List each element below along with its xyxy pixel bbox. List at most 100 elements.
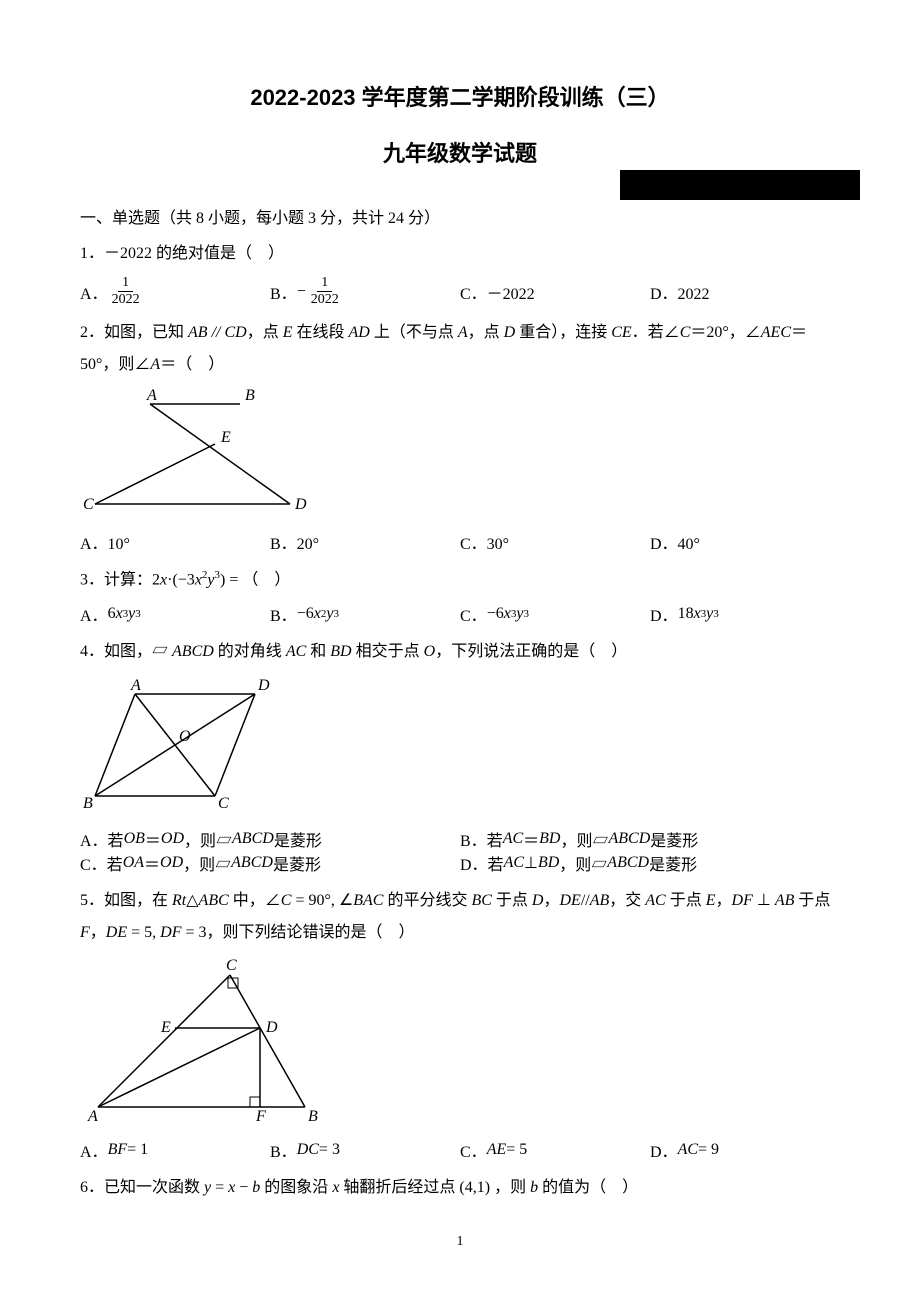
math: = 3 bbox=[319, 1141, 340, 1159]
text: A．若 bbox=[80, 827, 124, 851]
q1-options: A． 1 2022 B． − 1 2022 C．－2022 D．2022 bbox=[80, 276, 840, 307]
frac-den: 2022 bbox=[307, 292, 343, 307]
text: 在线段 bbox=[292, 324, 348, 341]
q5-options: A．BF = 1 B．DC = 3 C．AE = 5 D．AC = 9 bbox=[80, 1138, 840, 1162]
q4-option-b: B．若 AC＝BD，则▱ ABCD 是菱形 bbox=[460, 827, 840, 851]
text: 和 bbox=[306, 643, 330, 660]
svg-text:A: A bbox=[130, 677, 141, 694]
text: 的平分线交 bbox=[383, 892, 471, 909]
text: 是菱形 bbox=[649, 851, 697, 875]
math: ABCD bbox=[232, 830, 274, 848]
text: ，则▱ bbox=[184, 827, 232, 851]
math: OB bbox=[124, 830, 145, 848]
frac-num: 1 bbox=[118, 276, 133, 292]
math: AC bbox=[503, 830, 523, 848]
text: △ bbox=[186, 892, 198, 909]
math: CE bbox=[611, 324, 631, 341]
q1-a-prefix: A． bbox=[80, 280, 108, 304]
svg-text:B: B bbox=[245, 389, 255, 404]
math: AC bbox=[645, 892, 665, 909]
coef: 6 bbox=[108, 605, 116, 623]
math: ABC bbox=[199, 892, 229, 909]
math: OD bbox=[160, 854, 183, 872]
q3-option-a: A．6x3y3 bbox=[80, 602, 270, 626]
text: = 3，则下列结论错误的是（ ） bbox=[181, 924, 414, 941]
var: x bbox=[314, 605, 321, 623]
svg-text:D: D bbox=[294, 496, 307, 513]
q2-option-d: D．40° bbox=[650, 530, 840, 554]
text: 50°，则∠ bbox=[80, 356, 150, 373]
math: Rt bbox=[172, 892, 186, 909]
q5-option-a: A．BF = 1 bbox=[80, 1138, 270, 1162]
text: ⊥ bbox=[524, 853, 538, 873]
q3-stem: 3．计算：2x·(−3x2y3) = （ ） bbox=[80, 564, 840, 596]
math: AB bbox=[590, 892, 610, 909]
math: DE bbox=[560, 892, 581, 909]
q2-diagram: ABCDE bbox=[80, 389, 310, 519]
math: y bbox=[207, 571, 214, 588]
var: y bbox=[326, 605, 333, 623]
text: ＝20°，∠ bbox=[690, 324, 760, 341]
svg-text:C: C bbox=[226, 957, 237, 974]
q4-options: A．若 OB＝OD，则▱ ABCD 是菱形 B．若 AC＝BD，则▱ ABCD … bbox=[80, 827, 840, 875]
math: AB bbox=[775, 892, 795, 909]
math: AC bbox=[504, 854, 524, 872]
text: 的值为（ ） bbox=[538, 1179, 638, 1196]
prefix: C． bbox=[460, 602, 487, 626]
text: 重合），连接 bbox=[515, 324, 611, 341]
text: 3．计算： bbox=[80, 571, 152, 588]
text: 的对角线 bbox=[214, 643, 286, 660]
text: ，点 bbox=[468, 324, 504, 341]
prefix: B． bbox=[270, 602, 297, 626]
text: 于点 bbox=[492, 892, 532, 909]
math: DF bbox=[732, 892, 753, 909]
math: C bbox=[680, 324, 691, 341]
var: y bbox=[706, 605, 713, 623]
q1-option-d: D．2022 bbox=[650, 276, 840, 307]
prefix: D． bbox=[650, 602, 678, 626]
exp: 3 bbox=[333, 608, 339, 620]
math: D bbox=[532, 892, 544, 909]
text: 是菱形 bbox=[273, 851, 321, 875]
text: 中，∠ bbox=[229, 892, 281, 909]
math: AB // CD bbox=[188, 324, 247, 341]
q2-option-c: C．30° bbox=[460, 530, 650, 554]
text: ＝（ ） bbox=[160, 356, 224, 373]
text: 于点 bbox=[666, 892, 706, 909]
svg-text:D: D bbox=[257, 677, 270, 694]
math: C bbox=[281, 892, 292, 909]
math: DF bbox=[160, 924, 181, 941]
q5-stem-line2: F，DE = 5, DF = 3，则下列结论错误的是（ ） bbox=[80, 917, 840, 949]
text: 4．如图，▱ bbox=[80, 643, 172, 660]
coef: −6 bbox=[487, 605, 504, 623]
text: = 90°, ∠ bbox=[291, 892, 353, 909]
svg-text:D: D bbox=[265, 1019, 278, 1036]
page-number: 1 bbox=[80, 1234, 840, 1250]
text: 轴翻折后经过点 (4,1) ，则 bbox=[339, 1179, 530, 1196]
var: x bbox=[504, 605, 511, 623]
q5-figure: ABCDEF bbox=[80, 957, 840, 1132]
text: ， bbox=[543, 892, 559, 909]
fraction: 1 2022 bbox=[307, 276, 343, 307]
math: E bbox=[706, 892, 716, 909]
math: BD bbox=[539, 830, 560, 848]
q4-stem: 4．如图，▱ ABCD 的对角线 AC 和 BD 相交于点 O，下列说法正确的是… bbox=[80, 636, 840, 668]
text: 2．如图，已知 bbox=[80, 324, 188, 341]
math: DE bbox=[106, 924, 127, 941]
math: AEC bbox=[761, 324, 791, 341]
fraction: 1 2022 bbox=[108, 276, 144, 307]
math: OD bbox=[161, 830, 184, 848]
exp: 3 bbox=[713, 608, 719, 620]
math: x bbox=[195, 571, 202, 588]
q2-options: A．10° B．20° C．30° D．40° bbox=[80, 530, 840, 554]
q1-option-b: B． − 1 2022 bbox=[270, 276, 460, 307]
math: DC bbox=[297, 1141, 319, 1159]
math: b bbox=[530, 1179, 538, 1196]
math: BAC bbox=[353, 892, 383, 909]
text: 相交于点 bbox=[352, 643, 424, 660]
svg-text:F: F bbox=[255, 1108, 266, 1125]
text: ．若∠ bbox=[632, 324, 680, 341]
math: AE bbox=[487, 1141, 507, 1159]
q2-option-b: B．20° bbox=[270, 530, 460, 554]
q1-b-prefix: B． bbox=[270, 280, 297, 304]
